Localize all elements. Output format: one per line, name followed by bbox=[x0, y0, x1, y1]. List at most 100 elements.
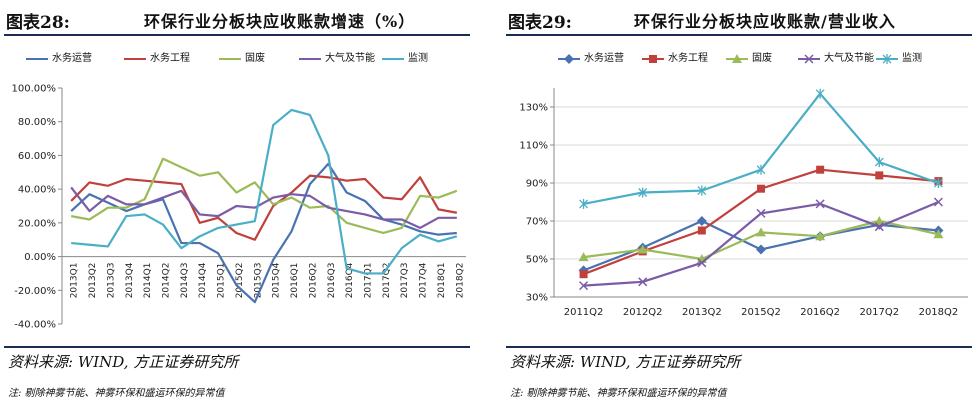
x-tick-label: 2013Q4 bbox=[125, 262, 135, 298]
legend-marker-icon bbox=[804, 54, 814, 64]
y-tick-label: 110% bbox=[519, 141, 548, 152]
legend-swatch bbox=[26, 58, 48, 60]
series-line bbox=[70, 162, 457, 304]
data-point bbox=[638, 277, 648, 287]
x-tick-label: 2013Q3 bbox=[106, 263, 116, 299]
legend-swatch bbox=[219, 58, 241, 60]
x-tick-label: 2013Q2 bbox=[682, 307, 722, 318]
data-point bbox=[638, 187, 648, 198]
y-tick-label: 20.00% bbox=[18, 218, 56, 229]
left-figure-title: 环保行业分板块应收账款增速（%） bbox=[144, 12, 416, 31]
right-figure-number: 图表29: bbox=[508, 13, 572, 33]
left-note-text: 注: 剔除神雾节能、神雾环保和盛运环保的异常值 bbox=[8, 388, 225, 399]
y-tick-label: 40.00% bbox=[18, 185, 56, 196]
data-point bbox=[649, 55, 657, 63]
left-chart-legend: 水务运营 水务工程 固废 大气及节能 监测 bbox=[4, 50, 470, 68]
data-point bbox=[756, 164, 766, 175]
legend-label: 大气及节能 bbox=[325, 53, 375, 64]
left-figure-header: 图表28: 环保行业分板块应收账款增速（%） bbox=[4, 4, 470, 33]
data-point-stroke bbox=[579, 281, 589, 291]
y-tick-label: 70% bbox=[526, 217, 548, 228]
data-point bbox=[815, 199, 825, 209]
left-line-chart: 100.00% 80.00% 60.00% 40.00% 20.00% 0.00% -20.… bbox=[12, 84, 466, 331]
x-tick-label: 2017Q2 bbox=[382, 263, 392, 299]
data-point bbox=[579, 281, 589, 291]
legend-swatch bbox=[299, 58, 321, 60]
left-source-text: 资料来源: WIND, 方正证券研究所 bbox=[8, 353, 239, 371]
x-tick-label: 2016Q3 bbox=[327, 263, 337, 299]
data-point bbox=[882, 54, 892, 64]
left-footer-divider bbox=[4, 346, 470, 348]
x-tick-label: 2017Q4 bbox=[419, 262, 429, 298]
data-point-stroke bbox=[804, 54, 814, 64]
data-point-stroke bbox=[756, 208, 766, 218]
right-header-divider bbox=[506, 34, 972, 36]
y-tick-label: -40.00% bbox=[14, 320, 56, 331]
series-line bbox=[70, 186, 457, 230]
data-point-stroke bbox=[638, 277, 648, 287]
x-tick-label: 2015Q2 bbox=[235, 263, 245, 299]
x-tick-label: 2016Q4 bbox=[345, 262, 355, 298]
x-tick-label: 2014Q4 bbox=[198, 262, 208, 298]
data-point bbox=[874, 216, 885, 225]
x-tick-label: 2014Q1 bbox=[143, 263, 153, 299]
data-point bbox=[933, 178, 943, 188]
right-line-chart: 130% 110% 90% 70% 50% 30% 2011Q2 2012Q2 2013Q2 20… bbox=[519, 88, 968, 318]
data-point bbox=[697, 185, 707, 196]
data-point bbox=[933, 229, 944, 239]
legend-swatch bbox=[124, 58, 146, 60]
x-tick-label: 2016Q2 bbox=[308, 263, 318, 299]
data-point bbox=[816, 165, 825, 174]
y-tick-label: 30% bbox=[526, 293, 548, 304]
series-line bbox=[70, 174, 458, 241]
y-tick-label: 130% bbox=[519, 103, 548, 114]
data-point bbox=[756, 227, 766, 237]
legend-label: 固废 bbox=[752, 53, 772, 64]
y-tick-label: 50% bbox=[526, 255, 548, 266]
x-tick-label: 2013Q2 bbox=[88, 263, 98, 299]
data-point-stroke bbox=[815, 199, 825, 209]
data-point bbox=[637, 244, 648, 254]
data-point bbox=[732, 54, 742, 63]
data-point bbox=[579, 270, 588, 279]
left-header-divider bbox=[4, 34, 470, 36]
legend-label: 监测 bbox=[902, 53, 922, 64]
x-tick-label: 2016Q1 bbox=[290, 263, 300, 299]
x-tick-label: 2015Q3 bbox=[253, 263, 263, 299]
x-tick-label: 2015Q2 bbox=[741, 307, 781, 318]
data-point-stroke bbox=[697, 258, 707, 268]
data-point bbox=[578, 252, 589, 262]
x-tick-label: 2011Q2 bbox=[564, 307, 604, 318]
data-point bbox=[756, 244, 766, 255]
data-point bbox=[875, 171, 884, 180]
right-source-text: 资料来源: WIND, 方正证券研究所 bbox=[510, 353, 741, 371]
x-tick-label: 2018Q1 bbox=[437, 263, 447, 299]
right-note-text: 注: 剔除神雾节能、神雾环保和盛运环保的异常值 bbox=[510, 388, 727, 399]
x-tick-label: 2015Q1 bbox=[217, 263, 227, 299]
data-point bbox=[815, 231, 826, 241]
legend-marker-icon bbox=[649, 55, 657, 63]
y-tick-label: -20.00% bbox=[14, 286, 56, 297]
right-figure-title: 环保行业分板块应收账款/营业收入 bbox=[634, 12, 896, 31]
data-point-stroke bbox=[874, 222, 884, 232]
data-point bbox=[933, 197, 943, 207]
legend-label: 固废 bbox=[245, 53, 265, 64]
data-point-stroke bbox=[933, 197, 943, 207]
data-point bbox=[579, 198, 589, 209]
x-tick-label: 2017Q2 bbox=[859, 307, 899, 318]
x-tick-label: 2015Q4 bbox=[272, 262, 282, 298]
data-point bbox=[697, 226, 706, 235]
right-figure-header: 图表29: 环保行业分板块应收账款/营业收入 bbox=[506, 4, 972, 33]
series-line bbox=[71, 108, 458, 275]
x-tick-label: 2018Q2 bbox=[919, 307, 959, 318]
legend-marker-icon bbox=[882, 54, 892, 64]
x-tick-label: 2013Q1 bbox=[70, 263, 80, 299]
data-point bbox=[564, 54, 574, 64]
data-point bbox=[756, 208, 766, 218]
right-chart-legend: 水务运营 水务工程 固废 大气及节能 监测 bbox=[506, 50, 972, 68]
data-point bbox=[697, 258, 707, 268]
legend-marker-icon bbox=[564, 54, 574, 64]
left-figure-panel: 图表28: 环保行业分板块应收账款增速（%） 水务运营 水务工程 固废 大气及节能 监测… bbox=[4, 0, 474, 412]
y-tick-label: 90% bbox=[526, 179, 548, 190]
data-point bbox=[804, 54, 814, 64]
